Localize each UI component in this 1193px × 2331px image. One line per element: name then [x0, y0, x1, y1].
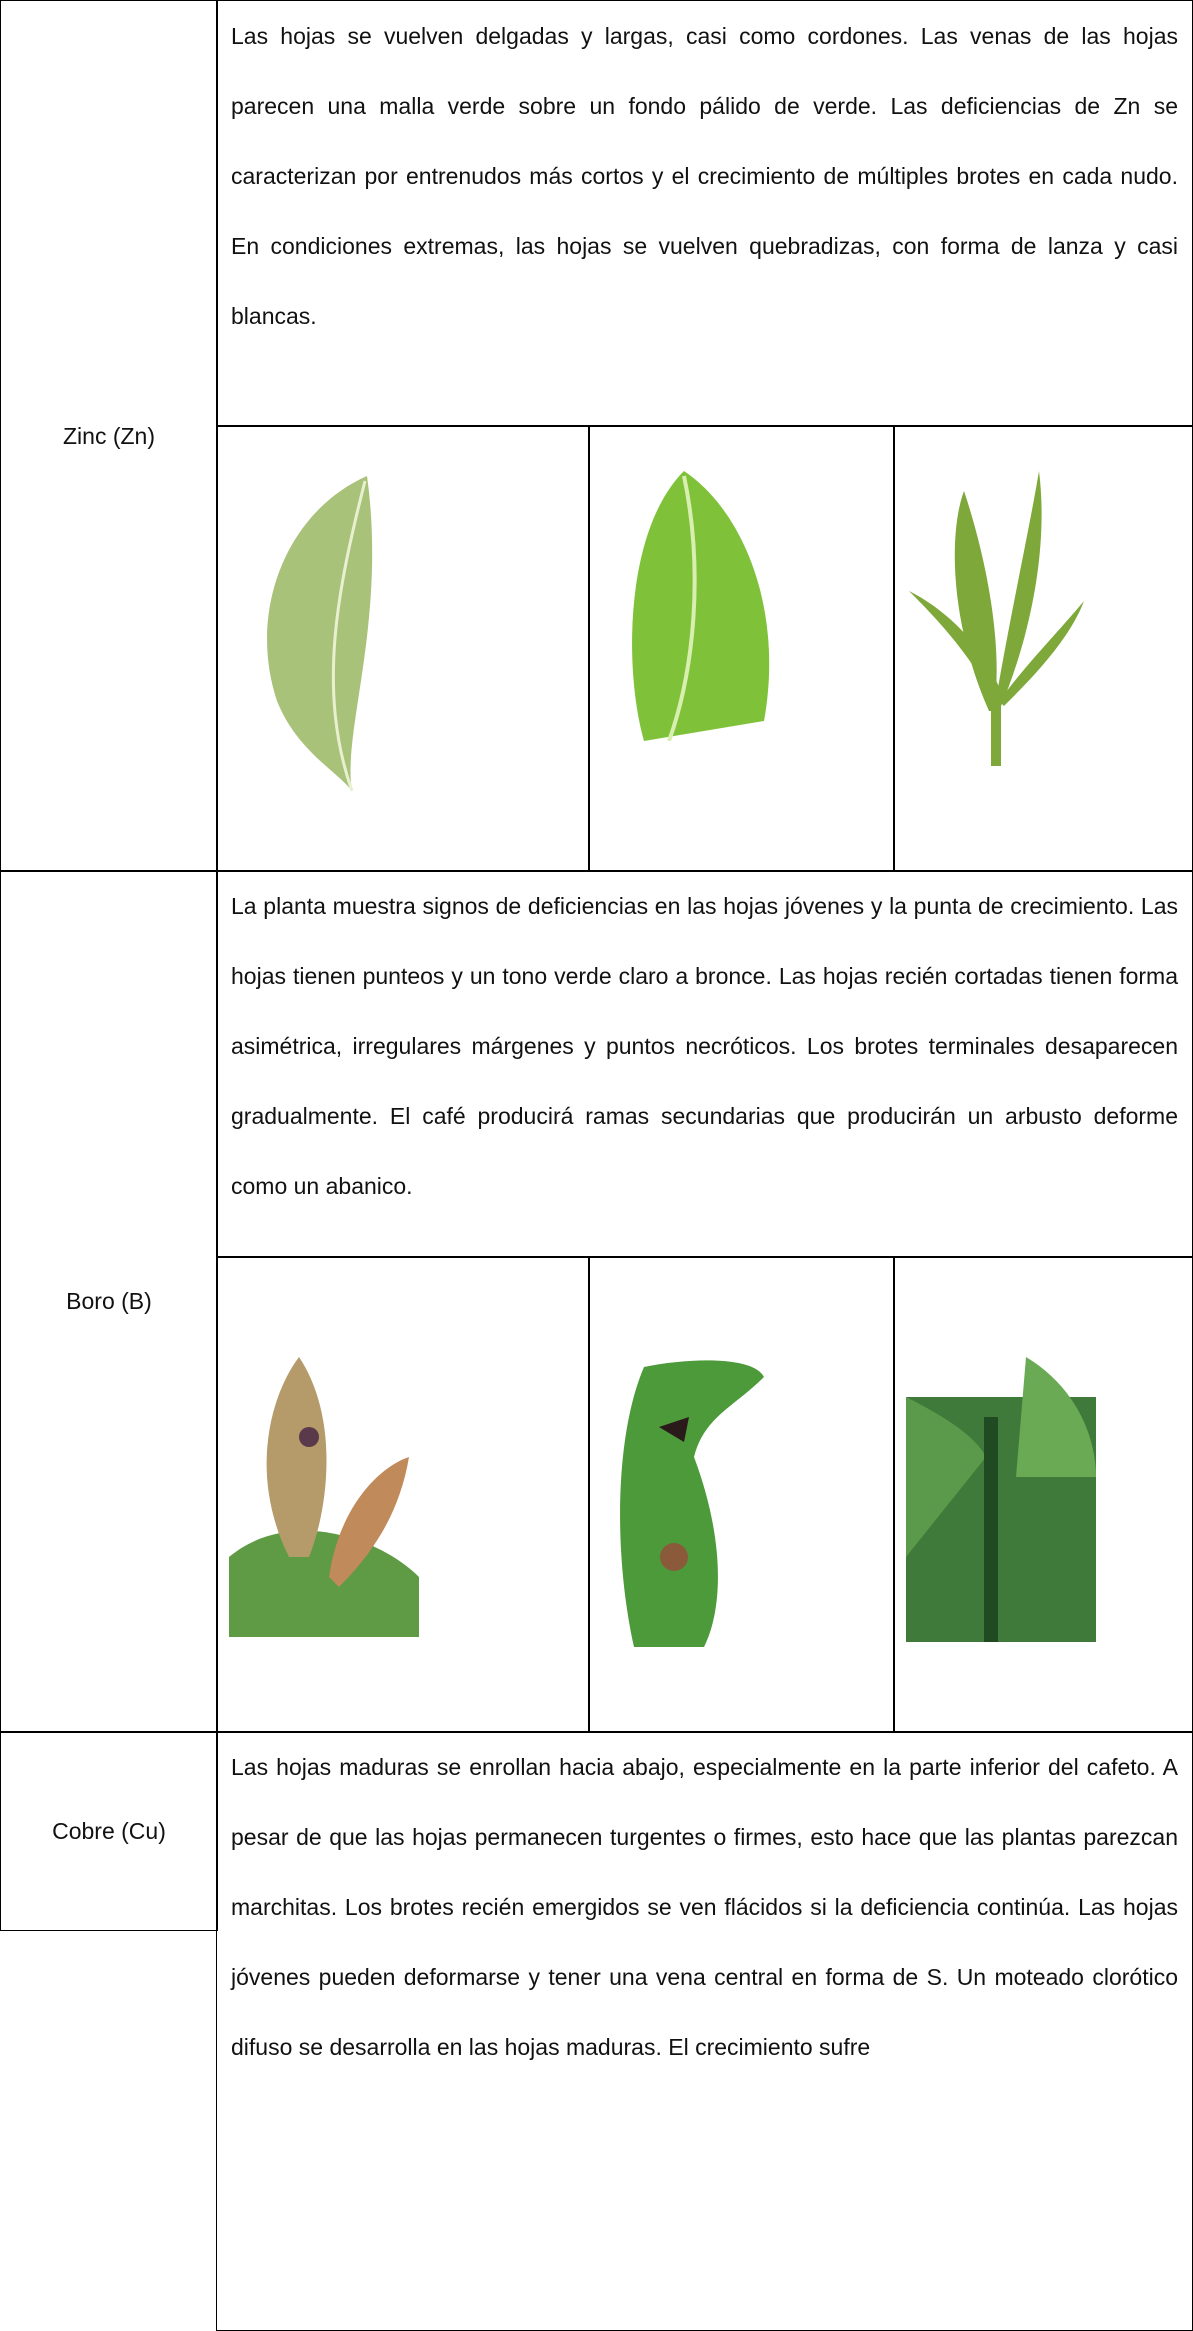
- row-text: Las hojas maduras se enrollan hacia abaj…: [216, 1731, 1193, 2331]
- row-text: Las hojas se vuelven delgadas y largas, …: [216, 0, 1193, 427]
- image-cell: [216, 1256, 590, 1733]
- image-cell: [893, 425, 1193, 872]
- leaf-image: [229, 1357, 419, 1637]
- leaf-image: [909, 471, 1084, 766]
- row-label: Boro (B): [0, 870, 218, 1733]
- leaf-image: [620, 1360, 764, 1647]
- image-cell: [893, 1256, 1193, 1733]
- row-label: Zinc (Zn): [0, 0, 218, 872]
- image-cell: [216, 425, 590, 872]
- leaf-image: [906, 1357, 1096, 1642]
- leaf-image: [267, 476, 373, 792]
- leaf-image: [632, 471, 770, 741]
- row-label: Cobre (Cu): [0, 1731, 218, 1931]
- image-cell: [588, 1256, 895, 1733]
- row-text: La planta muestra signos de deficiencias…: [216, 870, 1193, 1258]
- image-cell: [588, 425, 895, 872]
